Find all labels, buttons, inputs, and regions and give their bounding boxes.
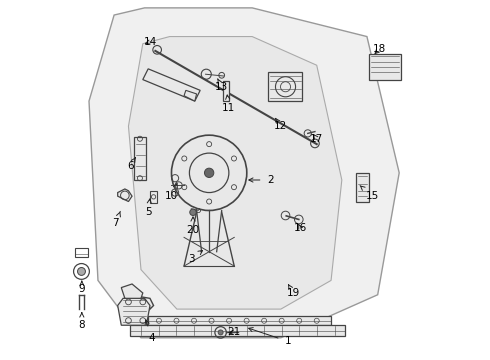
Text: 21: 21 <box>228 327 241 337</box>
Polygon shape <box>184 90 196 101</box>
Polygon shape <box>132 297 153 313</box>
Circle shape <box>204 168 214 177</box>
Text: 11: 11 <box>222 95 236 113</box>
Text: 7: 7 <box>113 211 121 228</box>
Text: 12: 12 <box>274 118 288 131</box>
Polygon shape <box>223 81 229 101</box>
Polygon shape <box>134 137 147 180</box>
Polygon shape <box>122 284 143 304</box>
Polygon shape <box>368 54 401 80</box>
Text: 6: 6 <box>127 158 136 171</box>
Polygon shape <box>118 189 132 202</box>
Circle shape <box>218 330 223 335</box>
Text: 4: 4 <box>145 320 155 343</box>
Polygon shape <box>118 298 150 325</box>
Polygon shape <box>128 37 342 309</box>
Text: 20: 20 <box>186 217 199 235</box>
Text: 3: 3 <box>188 251 202 264</box>
Circle shape <box>190 209 196 216</box>
Text: 1: 1 <box>248 328 292 346</box>
Text: 16: 16 <box>294 224 307 233</box>
Text: 8: 8 <box>78 313 85 330</box>
Polygon shape <box>356 173 368 202</box>
Text: 18: 18 <box>373 44 386 54</box>
Text: 5: 5 <box>145 199 151 217</box>
Text: 14: 14 <box>144 37 157 47</box>
Text: 17: 17 <box>310 134 323 144</box>
Polygon shape <box>130 325 345 336</box>
Polygon shape <box>148 316 331 325</box>
Polygon shape <box>269 72 302 101</box>
Polygon shape <box>143 69 200 101</box>
Polygon shape <box>150 191 157 203</box>
Text: 10: 10 <box>165 184 178 201</box>
Text: 2: 2 <box>249 175 273 185</box>
Circle shape <box>77 267 85 275</box>
Text: 9: 9 <box>78 281 85 294</box>
Text: 15: 15 <box>360 186 379 201</box>
Polygon shape <box>89 8 399 338</box>
Text: 19: 19 <box>287 285 300 298</box>
Text: 13: 13 <box>215 79 228 92</box>
